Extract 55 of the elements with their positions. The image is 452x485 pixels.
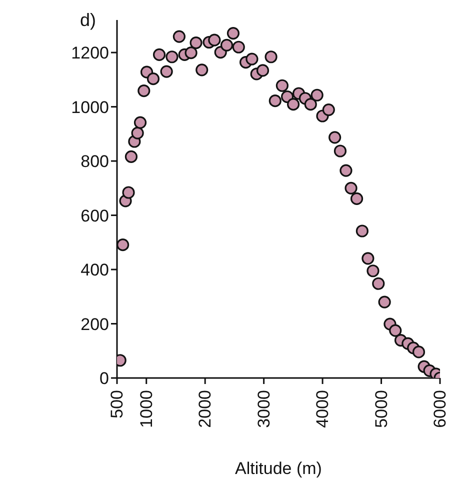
point [322,103,335,116]
point [287,98,300,111]
x-tick-label: 1000 [136,390,156,428]
point [160,65,173,78]
point [310,88,324,102]
point [256,64,270,77]
point [232,40,245,54]
point [264,50,278,64]
point [166,50,178,64]
point [131,126,144,140]
point [356,224,368,238]
x-tick-label: 500 [108,390,126,418]
point [412,346,426,358]
point [246,52,258,66]
x-tick-label: 6000 [430,390,450,428]
point [334,144,347,158]
point [340,164,352,177]
point [134,116,147,129]
point [268,94,282,108]
x-axis-title: Altitude (m) [235,459,322,478]
point [304,98,317,111]
point [152,48,166,62]
point [117,238,130,252]
point [190,36,202,50]
y-tick-label: 400 [80,260,109,280]
point [366,264,380,278]
point [372,277,385,290]
point [350,192,364,206]
point [220,38,234,52]
point [124,150,138,163]
point [389,324,402,337]
point [328,131,342,144]
y-tick-label: 800 [80,152,109,172]
y-tick-label: 1200 [71,44,109,63]
text: d) [80,10,96,31]
x-tick-label: 2000 [196,390,215,428]
x-tick-label: 3000 [254,390,274,428]
point [138,84,150,98]
y-tick-label: 0 [100,369,109,388]
point [362,252,374,265]
y-tick-label: 600 [80,206,109,226]
point [122,186,135,199]
point [146,72,160,86]
point [276,79,288,92]
y-tick-label: 200 [80,314,109,334]
y-tick-label: 1000 [71,98,109,117]
point [344,182,358,194]
point [172,30,186,43]
x-tick-label: 4000 [313,390,332,428]
point [208,34,221,46]
point [378,296,391,308]
point [196,64,208,76]
x-tick-label: 5000 [372,390,391,428]
point [184,46,198,60]
point [226,26,240,40]
